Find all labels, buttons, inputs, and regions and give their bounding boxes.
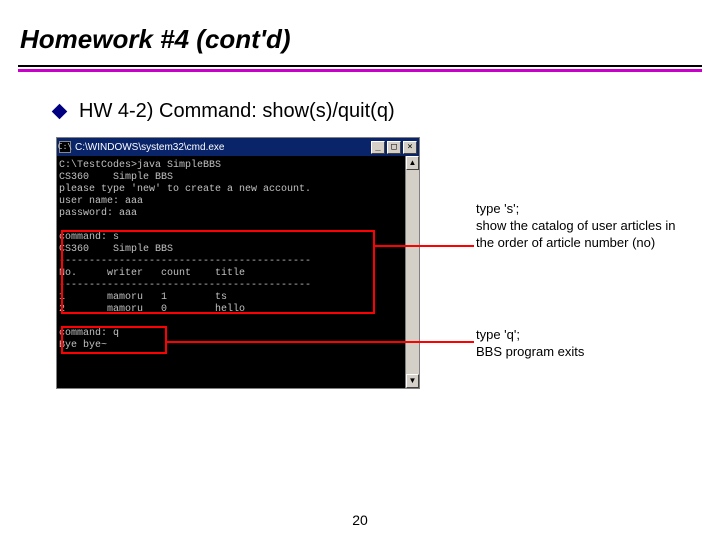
- window-title-text: C:\WINDOWS\system32\cmd.exe: [75, 142, 371, 153]
- terminal-line: ----------------------------------------…: [59, 280, 417, 292]
- terminal-line: 2 mamoru 0 hello: [59, 304, 417, 316]
- maximize-button[interactable]: □: [387, 141, 401, 154]
- callout-line-2: [166, 341, 474, 343]
- annotation-line: type 's';: [476, 201, 706, 218]
- terminal-line: No. writer count title: [59, 268, 417, 280]
- annotation-line: show the catalog of user articles in: [476, 218, 706, 235]
- annotation-line: type 'q';: [476, 327, 706, 344]
- close-button[interactable]: ×: [403, 141, 417, 154]
- terminal-line: command: s: [59, 232, 417, 244]
- console-body: C:\TestCodes>java SimpleBBSCS360 Simple …: [57, 156, 419, 388]
- slide-title: Homework #4 (cont'd): [18, 24, 702, 55]
- bullet-row: HW 4-2) Command: show(s)/quit(q): [54, 100, 702, 123]
- scroll-down-button[interactable]: ▼: [406, 374, 419, 388]
- terminal-line: ----------------------------------------…: [59, 256, 417, 268]
- scroll-up-button[interactable]: ▲: [406, 156, 419, 170]
- callout-line-1: [374, 245, 474, 247]
- annotation-show: type 's';show the catalog of user articl…: [476, 201, 706, 252]
- diamond-bullet-icon: [52, 104, 68, 120]
- terminal-line: [59, 352, 417, 364]
- annotation-line: the order of article number (no): [476, 235, 706, 252]
- terminal-line: password: aaa: [59, 208, 417, 220]
- cmd-icon: C:\: [59, 141, 71, 153]
- scroll-track[interactable]: [406, 170, 419, 374]
- page-number: 20: [352, 512, 368, 528]
- vertical-scrollbar[interactable]: ▲ ▼: [405, 156, 419, 388]
- console-window: C:\ C:\WINDOWS\system32\cmd.exe _ □ × C:…: [56, 137, 420, 389]
- terminal-line: CS360 Simple BBS: [59, 172, 417, 184]
- annotation-quit: type 'q';BBS program exits: [476, 327, 706, 361]
- title-underline-black: [18, 65, 702, 67]
- terminal-output: C:\TestCodes>java SimpleBBSCS360 Simple …: [59, 160, 417, 364]
- bullet-text: HW 4-2) Command: show(s)/quit(q): [79, 100, 395, 123]
- terminal-line: [59, 220, 417, 232]
- title-underline-magenta: [18, 69, 702, 72]
- title-block: Homework #4 (cont'd): [18, 24, 702, 72]
- annotation-line: BBS program exits: [476, 344, 706, 361]
- minimize-button[interactable]: _: [371, 141, 385, 154]
- terminal-line: 1 mamoru 1 ts: [59, 292, 417, 304]
- terminal-line: C:\TestCodes>java SimpleBBS: [59, 160, 417, 172]
- slide: Homework #4 (cont'd) HW 4-2) Command: sh…: [0, 0, 720, 540]
- window-buttons: _ □ ×: [371, 141, 417, 154]
- terminal-line: command: q: [59, 328, 417, 340]
- terminal-line: [59, 316, 417, 328]
- terminal-line: please type 'new' to create a new accoun…: [59, 184, 417, 196]
- window-titlebar[interactable]: C:\ C:\WINDOWS\system32\cmd.exe _ □ ×: [57, 138, 419, 156]
- terminal-line: CS360 Simple BBS: [59, 244, 417, 256]
- terminal-line: user name: aaa: [59, 196, 417, 208]
